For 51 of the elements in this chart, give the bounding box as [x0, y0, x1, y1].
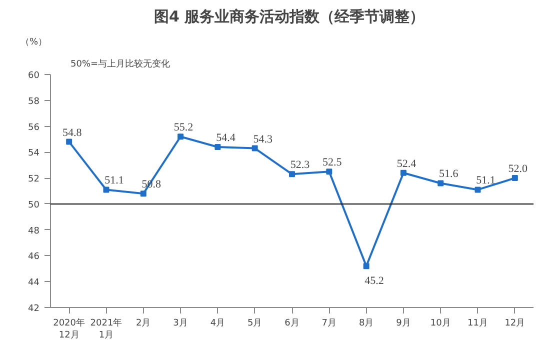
- x-tick-label: 2021年 1月: [90, 318, 122, 340]
- x-tick-label: 8月: [358, 318, 374, 328]
- data-label: 55.2: [174, 122, 194, 134]
- point: [140, 190, 146, 197]
- data-label: 54.3: [253, 133, 273, 146]
- data-label: 52.4: [396, 158, 417, 170]
- point: [400, 170, 406, 176]
- x-tick-label: 6月: [284, 318, 300, 328]
- point: [289, 171, 295, 178]
- x-tick-label: 9月: [396, 318, 411, 328]
- x-tick-label: 10月: [430, 318, 451, 328]
- x-tick-label: 7月: [322, 318, 337, 328]
- y-tick-label: 58: [28, 96, 40, 107]
- y-tick-label: 44: [28, 278, 40, 288]
- y-tick-label: 56: [28, 122, 40, 133]
- data-label: 51.1: [104, 174, 124, 187]
- y-tick-label: 48: [28, 226, 40, 236]
- y-tick-label: 42: [28, 304, 40, 314]
- point: [66, 138, 72, 145]
- point: [438, 180, 444, 186]
- data-label: 51.6: [438, 168, 459, 180]
- y-axis-title: （%）: [20, 38, 48, 48]
- data-label: 54.4: [216, 132, 236, 144]
- y-tick-label: 54: [28, 148, 40, 159]
- point: [474, 186, 481, 193]
- y-tick-label: 46: [28, 252, 40, 262]
- point: [214, 144, 221, 150]
- x-tick-label: 5月: [247, 318, 262, 328]
- y-tick-label: 50: [28, 200, 40, 210]
- x-tick-label: 3月: [173, 318, 188, 328]
- point: [103, 186, 110, 193]
- y-tick-label: 52: [28, 174, 40, 185]
- x-tick-label: 2020年 12月: [53, 318, 86, 340]
- point: [178, 134, 184, 140]
- text: 50%=与上月比较无变化: [70, 58, 170, 70]
- data-label: 52.0: [508, 163, 528, 176]
- x-tick-label: 11月: [468, 318, 488, 328]
- chart-title: 图4 服务业商务活动指数（经季节调整）: [154, 8, 425, 26]
- data-label: 52.5: [322, 156, 342, 169]
- x-tick-label: 2月: [136, 318, 151, 328]
- y-tick-label: 60: [28, 71, 40, 81]
- x-tick-label: 4月: [210, 318, 226, 328]
- point: [326, 168, 332, 175]
- data-label: 52.3: [290, 159, 310, 172]
- data-label: 51.1: [476, 174, 496, 187]
- data-label: 54.8: [62, 126, 82, 139]
- x-tick-label: 12月: [504, 318, 526, 328]
- point: [512, 175, 518, 182]
- data-label: 45.2: [364, 275, 384, 288]
- point: [363, 263, 370, 270]
- point: [252, 145, 258, 152]
